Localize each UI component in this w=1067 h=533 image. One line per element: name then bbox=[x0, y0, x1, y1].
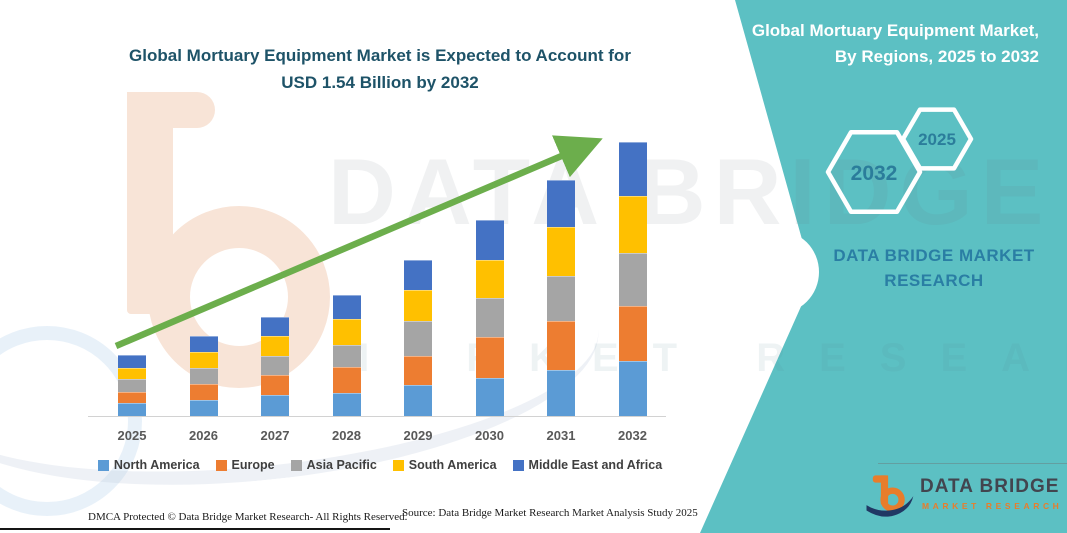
footer-dmca-text: DMCA Protected © Data Bridge Market Rese… bbox=[88, 511, 408, 523]
x-axis-label-2030: 2030 bbox=[475, 428, 504, 443]
legend-item-north-america: North America bbox=[97, 458, 200, 472]
bar-segment-asia-pacific bbox=[404, 321, 432, 357]
bar-segment-middle-east-and-africa bbox=[261, 316, 289, 337]
logo-name-text: DATA BRIDGE bbox=[920, 476, 1060, 497]
bar-segment-north-america bbox=[618, 360, 647, 416]
bar-segment-europe bbox=[475, 337, 504, 379]
bar-segment-middle-east-and-africa bbox=[332, 295, 361, 320]
bar-segment-north-america bbox=[261, 394, 289, 416]
side-panel-heading: Global Mortuary Equipment Market, By Reg… bbox=[699, 18, 1039, 70]
stacked-bar-2026 bbox=[189, 335, 218, 416]
bar-segment-south-america bbox=[332, 319, 361, 345]
bar-segment-middle-east-and-africa bbox=[475, 220, 504, 260]
logo-divider-line bbox=[878, 463, 1067, 464]
legend-swatch bbox=[512, 459, 524, 471]
stacked-bar-2028 bbox=[332, 295, 361, 416]
chart-title: Global Mortuary Equipment Market is Expe… bbox=[70, 42, 690, 96]
x-axis-label-2031: 2031 bbox=[546, 428, 576, 443]
legend-item-asia-pacific: Asia Pacific bbox=[290, 458, 377, 472]
bar-segment-asia-pacific bbox=[618, 252, 647, 306]
x-axis-label-2028: 2028 bbox=[332, 428, 361, 443]
legend-label: Asia Pacific bbox=[306, 458, 377, 472]
bar-segment-north-america bbox=[404, 385, 432, 416]
bar-segment-middle-east-and-africa bbox=[189, 335, 218, 352]
hexagon-end-year-label: 2032 bbox=[850, 162, 898, 185]
side-panel-heading-line2: By Regions, 2025 to 2032 bbox=[834, 47, 1039, 66]
bar-segment-south-america bbox=[404, 289, 432, 322]
footer-rule bbox=[0, 528, 390, 530]
side-panel-brand-text: DATA BRIDGE MARKET RESEARCH bbox=[822, 243, 1046, 293]
logo-subtitle-text: MARKET RESEARCH bbox=[922, 501, 1063, 511]
stacked-bar-2030 bbox=[475, 220, 504, 416]
bar-segment-asia-pacific bbox=[261, 355, 289, 376]
bar-segment-europe bbox=[618, 305, 647, 361]
x-axis-label-2025: 2025 bbox=[117, 428, 147, 443]
x-axis-line bbox=[88, 416, 666, 417]
bar-segment-europe bbox=[118, 391, 146, 403]
bar-segment-south-america bbox=[261, 336, 289, 356]
bar-segment-north-america bbox=[118, 402, 146, 416]
bar-segment-north-america bbox=[547, 370, 575, 416]
stacked-bar-2029 bbox=[404, 260, 432, 416]
bar-segment-europe bbox=[261, 375, 289, 395]
chart-title-line2: USD 1.54 Billion by 2032 bbox=[281, 73, 479, 92]
legend-swatch bbox=[215, 459, 227, 471]
x-axis-label-2029: 2029 bbox=[403, 428, 433, 443]
side-panel-brand-line1: DATA BRIDGE MARKET bbox=[833, 246, 1035, 265]
hexagon-2025 bbox=[900, 107, 974, 171]
bar-segment-south-america bbox=[618, 196, 647, 253]
bar-segment-europe bbox=[547, 321, 575, 371]
side-panel-heading-line1: Global Mortuary Equipment Market, bbox=[751, 21, 1039, 40]
bar-segment-asia-pacific bbox=[475, 298, 504, 338]
bar-segment-asia-pacific bbox=[189, 367, 218, 384]
chart-title-line1: Global Mortuary Equipment Market is Expe… bbox=[129, 46, 631, 65]
hexagons-graphic bbox=[825, 107, 974, 215]
bar-segment-south-america bbox=[547, 226, 575, 276]
stacked-bar-2025 bbox=[118, 354, 146, 416]
bar-segment-europe bbox=[404, 356, 432, 386]
x-axis-label-2026: 2026 bbox=[189, 428, 218, 443]
bar-segment-middle-east-and-africa bbox=[618, 141, 647, 197]
bar-segment-asia-pacific bbox=[332, 344, 361, 367]
bar-segment-north-america bbox=[189, 400, 218, 416]
legend-swatch bbox=[97, 459, 109, 471]
hexagon-start-year-label: 2025 bbox=[918, 130, 956, 149]
legend-item-middle-east-and-africa: Middle East and Africa bbox=[512, 458, 663, 472]
hexagon-2032 bbox=[825, 129, 923, 215]
legend-label: Europe bbox=[231, 458, 275, 472]
bar-segment-north-america bbox=[475, 378, 504, 416]
stacked-bar-2031 bbox=[547, 179, 575, 416]
legend-label: South America bbox=[408, 458, 497, 472]
bar-segment-asia-pacific bbox=[118, 379, 146, 392]
bar-segment-south-america bbox=[475, 259, 504, 299]
data-bridge-logo-icon bbox=[866, 475, 914, 517]
chart-legend: North America Europe Asia Pacific South Ame… bbox=[80, 458, 680, 472]
bar-segment-south-america bbox=[118, 367, 146, 380]
x-axis-label-2032: 2032 bbox=[618, 428, 647, 443]
legend-item-europe: Europe bbox=[215, 458, 275, 472]
side-panel-edge-notch bbox=[735, 230, 819, 314]
legend-item-south-america: South America bbox=[392, 458, 497, 472]
bar-segment-asia-pacific bbox=[547, 275, 575, 322]
legend-swatch bbox=[290, 459, 302, 471]
stacked-bar-2032 bbox=[618, 141, 647, 416]
footer-source-text: Source: Data Bridge Market Research Mark… bbox=[402, 507, 698, 519]
company-logo: DATA BRIDGE MARKET RESEARCH bbox=[862, 468, 1059, 526]
stacked-bar-2027 bbox=[261, 316, 289, 416]
legend-label: Middle East and Africa bbox=[528, 458, 663, 472]
side-panel-brand-line2: RESEARCH bbox=[884, 271, 984, 290]
bar-segment-middle-east-and-africa bbox=[547, 179, 575, 227]
bar-segment-south-america bbox=[189, 351, 218, 368]
bar-segment-north-america bbox=[332, 393, 361, 416]
bar-segment-europe bbox=[332, 366, 361, 394]
bar-segment-europe bbox=[189, 383, 218, 401]
x-axis-label-2027: 2027 bbox=[260, 428, 290, 443]
bar-segment-middle-east-and-africa bbox=[404, 260, 432, 290]
legend-label: North America bbox=[113, 458, 200, 472]
bar-segment-middle-east-and-africa bbox=[118, 354, 146, 368]
legend-swatch bbox=[392, 459, 404, 471]
